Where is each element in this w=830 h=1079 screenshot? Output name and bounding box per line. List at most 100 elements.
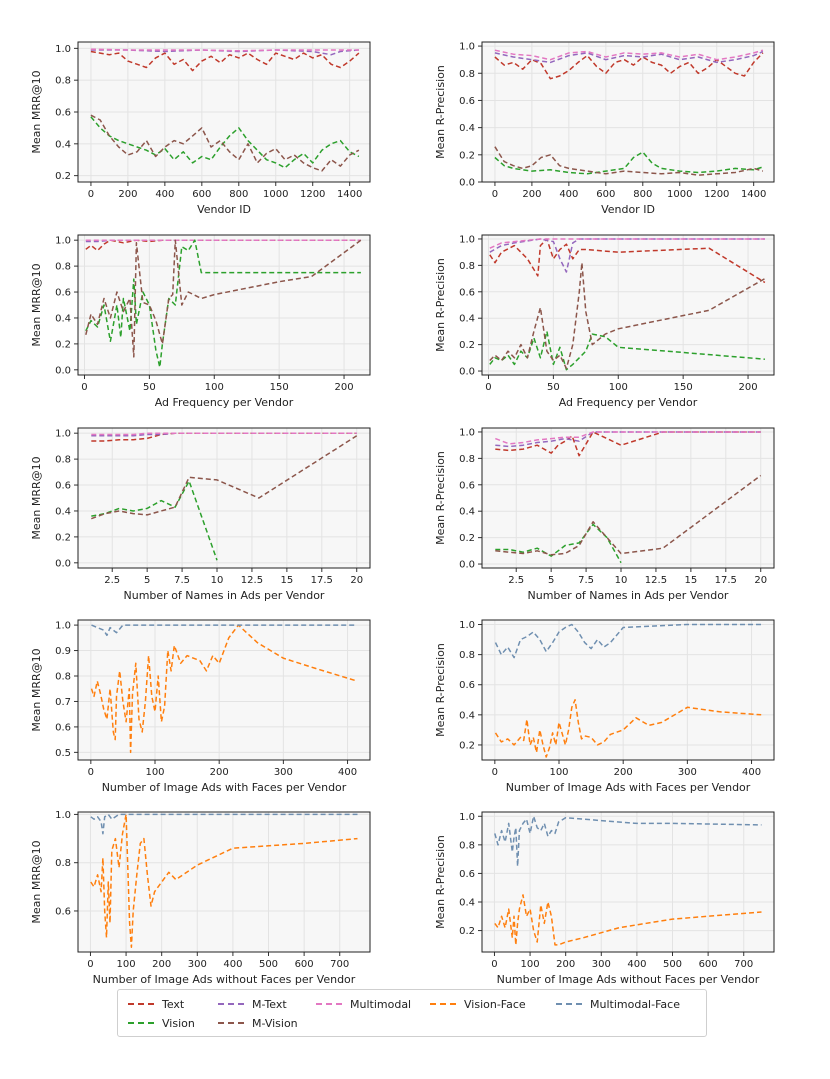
x-tick-label: 800 xyxy=(633,189,652,200)
y-axis-label: Mean MRR@10 xyxy=(30,840,43,923)
x-axis-label: Number of Names in Ads per Vendor xyxy=(124,589,325,602)
y-tick-label: 0.2 xyxy=(459,533,475,544)
legend-item-vision-face: Vision-Face xyxy=(430,995,526,1013)
x-tick-label: 200 xyxy=(556,959,575,970)
x-tick-label: 200 xyxy=(738,382,757,393)
y-tick-label: 0.6 xyxy=(55,108,71,119)
x-axis-label: Number of Image Ads without Faces per Ve… xyxy=(497,973,760,985)
y-axis-label: Mean R-Precision xyxy=(434,835,447,929)
series-line-multimodal-face xyxy=(494,815,762,868)
y-tick-label: 0.0 xyxy=(55,558,71,569)
y-tick-label: 0.6 xyxy=(459,680,475,691)
series-line-multimodal xyxy=(90,48,359,52)
x-tick-label: 100 xyxy=(609,382,628,393)
series-line-m-vision xyxy=(85,239,362,358)
x-tick-label: 0 xyxy=(87,959,93,970)
series-line-multimodal-face xyxy=(494,623,762,659)
x-tick-label: 10 xyxy=(615,575,628,586)
plot-frame xyxy=(77,41,371,183)
x-tick-label: 700 xyxy=(734,959,753,970)
x-tick-label: 1200 xyxy=(300,189,325,200)
chart-panel-1: 0 200 400 600 800 1000 1200 1400 0.2 0.4 0.6 0.8 1.0… xyxy=(30,41,371,216)
chart-panel-3: 0 50 100 150 200 0.0 0.2 0.4 0.6 0.8 1.0 Ad Frequen… xyxy=(30,234,371,409)
x-axis-label: Number of Image Ads with Faces per Vendo… xyxy=(506,781,751,794)
plot-frame xyxy=(77,427,371,569)
series-line-vision-face xyxy=(90,813,358,948)
x-tick-label: 12.5 xyxy=(241,575,263,586)
series-line-m-vision xyxy=(90,114,360,172)
x-tick-label: 17.5 xyxy=(311,575,333,586)
x-tick-label: 300 xyxy=(274,767,293,778)
x-tick-label: 0 xyxy=(491,959,497,970)
x-tick-label: 300 xyxy=(678,767,697,778)
chart-panel-6: 2.5 5 7.5 10 12.5 15 17.5 20 0.0 0.2 0.4 0.6 0.8 1.0 N… xyxy=(434,427,775,602)
legend-item-text: Text xyxy=(128,995,184,1013)
plot-area xyxy=(482,620,774,760)
y-tick-label: 0.4 xyxy=(459,507,475,518)
chart-panel-10: 0 100 200 300 400 500 600 700 0.2 0.4 0.6 0.8 1.0 Num… xyxy=(434,811,775,985)
x-tick-label: 1400 xyxy=(741,189,766,200)
x-tick-label: 600 xyxy=(699,959,718,970)
y-tick-label: 1.0 xyxy=(55,44,71,55)
x-tick-label: 200 xyxy=(152,959,171,970)
y-tick-label: 0.7 xyxy=(55,697,71,708)
x-axis-label: Ad Frequency per Vendor xyxy=(559,396,698,409)
plot-area xyxy=(78,235,370,375)
x-tick-label: 600 xyxy=(295,959,314,970)
y-axis-label: Mean MRR@10 xyxy=(30,648,43,731)
x-tick-label: 200 xyxy=(334,382,353,393)
plot-area xyxy=(482,235,774,375)
y-tick-label: 0.4 xyxy=(55,139,71,150)
series-line-text xyxy=(495,431,761,457)
x-tick-label: 1400 xyxy=(337,189,362,200)
legend-swatch-vision xyxy=(128,1022,154,1024)
plot-area xyxy=(78,812,370,952)
plot-frame xyxy=(481,41,775,183)
legend-item-multimodal-face: Multimodal-Face xyxy=(556,995,680,1013)
y-tick-label: 0.6 xyxy=(459,287,475,298)
y-tick-label: 0.4 xyxy=(55,313,71,324)
x-tick-label: 100 xyxy=(549,767,568,778)
x-tick-label: 0 xyxy=(88,189,94,200)
figure: 0 200 400 600 800 1000 1200 14000.20.40.60.81.0… xyxy=(30,41,775,985)
y-axis-label: Mean R-Precision xyxy=(434,258,447,352)
x-tick-label: 1000 xyxy=(263,189,288,200)
y-tick-label: 1.0 xyxy=(459,42,475,53)
x-tick-label: 2.5 xyxy=(508,575,524,586)
y-tick-label: 0.2 xyxy=(459,150,475,161)
y-tick-label: 0.8 xyxy=(55,455,71,466)
chart-panel-2: 0 200 400 600 800 1000 1200 1400 0.0 0.2 0.4 0.6 0.8… xyxy=(434,41,775,216)
y-tick-label: 0.4 xyxy=(459,314,475,325)
x-tick-label: 600 xyxy=(192,189,211,200)
x-tick-label: 700 xyxy=(330,959,349,970)
x-tick-label: 20 xyxy=(754,575,767,586)
x-tick-label: 50 xyxy=(547,382,560,393)
y-tick-label: 1.0 xyxy=(55,810,71,821)
plot-frame xyxy=(481,234,775,376)
x-tick-label: 15 xyxy=(281,575,294,586)
series-line-multimodal-face xyxy=(90,813,358,835)
legend-label-multimodal-face: Multimodal-Face xyxy=(590,997,680,1011)
legend-swatch-text xyxy=(128,1003,154,1005)
y-tick-label: 0.6 xyxy=(459,96,475,107)
x-axis-label: Vendor ID xyxy=(601,203,655,216)
y-axis-label: Mean MRR@10 xyxy=(30,70,43,153)
legend-swatch-multimodal-face xyxy=(556,1003,582,1005)
x-tick-label: 400 xyxy=(559,189,578,200)
plot-area xyxy=(482,42,774,182)
x-tick-label: 300 xyxy=(592,959,611,970)
series-line-vision-face xyxy=(494,894,762,946)
x-tick-label: 100 xyxy=(521,959,540,970)
x-axis-label: Vendor ID xyxy=(197,203,251,216)
legend-swatch-multimodal xyxy=(316,1003,342,1005)
series-line-vision xyxy=(494,151,764,175)
y-tick-label: 0.8 xyxy=(459,650,475,661)
x-tick-label: 5 xyxy=(548,575,554,586)
series-line-multimodal xyxy=(495,431,761,445)
y-tick-label: 0.6 xyxy=(55,481,71,492)
y-tick-label: 0.0 xyxy=(459,560,475,571)
x-tick-label: 200 xyxy=(522,189,541,200)
x-axis-label: Number of Image Ads with Faces per Vendo… xyxy=(102,781,347,794)
x-tick-label: 10 xyxy=(211,575,224,586)
x-tick-label: 400 xyxy=(742,767,761,778)
